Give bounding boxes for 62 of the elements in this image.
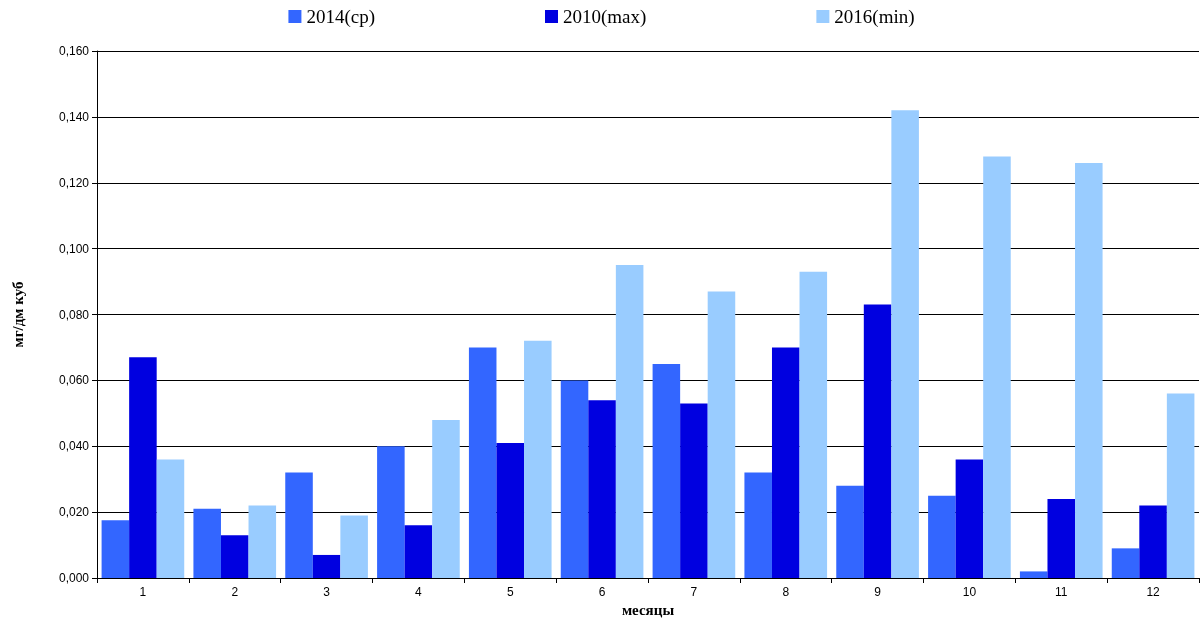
bar: [928, 495, 956, 578]
bar: [496, 442, 525, 578]
x-tick-label: 2: [231, 585, 239, 599]
legend-label: 2014(ср): [306, 6, 376, 28]
y-tick-label: 0,080: [58, 307, 90, 322]
x-tick-label: 10: [962, 585, 977, 599]
x-tick-label: 5: [506, 585, 514, 599]
bar: [312, 554, 341, 578]
bar: [156, 459, 185, 578]
bar: [524, 340, 552, 578]
y-axis-title: мг/дм куб: [9, 281, 26, 348]
x-tick-label: 7: [690, 585, 698, 599]
bar: [560, 380, 589, 578]
bar: [615, 265, 644, 578]
y-tick-label: 0,160: [58, 44, 90, 58]
y-tick-label: 0,060: [58, 373, 90, 388]
bar: [1111, 548, 1140, 578]
x-tick-label: 11: [1055, 585, 1068, 599]
x-tick-label: 6: [598, 585, 606, 599]
bar: [588, 400, 616, 578]
bar: [193, 508, 221, 578]
bar: [220, 535, 249, 578]
x-tick-label: 12: [1146, 585, 1161, 599]
bar: [863, 304, 892, 578]
bar: [983, 156, 1011, 578]
bar: [404, 525, 433, 578]
bar: [771, 347, 800, 578]
x-tick-label: 8: [782, 585, 790, 599]
bar: [836, 485, 864, 578]
x-tick-label: 3: [323, 585, 331, 599]
bar: [129, 357, 157, 578]
x-axis-title: месяцы: [621, 602, 675, 619]
bar: [707, 291, 736, 578]
bar: [1019, 571, 1048, 578]
bar: [652, 363, 681, 578]
y-tick-label: 0,120: [58, 175, 90, 190]
bar: [432, 419, 460, 578]
x-tick-label: 9: [874, 585, 882, 599]
x-tick-label: 4: [415, 585, 423, 599]
y-tick-label: 0,140: [58, 109, 90, 124]
bar: [680, 403, 708, 578]
bar: [1139, 505, 1167, 578]
bar: [285, 472, 313, 578]
bar: [377, 446, 405, 578]
bar: [1166, 393, 1195, 578]
bar: [1047, 498, 1076, 578]
bar: [248, 505, 277, 578]
bar: [468, 347, 497, 578]
x-tick-label: 1: [139, 585, 147, 599]
legend-label: 2016(min): [834, 6, 915, 28]
bar: [744, 472, 772, 578]
bar: [340, 515, 368, 578]
bar: [955, 459, 984, 578]
y-tick-label: 0,020: [58, 505, 90, 520]
y-tick-label: 0,000: [58, 571, 90, 585]
y-tick-label: 0,040: [58, 439, 90, 454]
bar: [1075, 162, 1103, 578]
bar: [891, 110, 919, 578]
bar: [799, 271, 828, 578]
legend-label: 2010(max): [563, 6, 647, 28]
bar: [101, 520, 130, 578]
y-tick-label: 0,100: [58, 241, 90, 256]
